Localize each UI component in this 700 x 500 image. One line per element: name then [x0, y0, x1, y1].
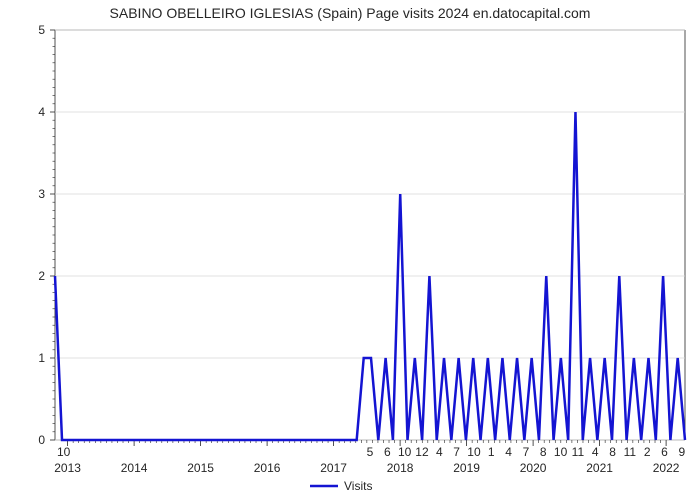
- legend-label: Visits: [344, 479, 372, 493]
- x-year-label: 2013: [54, 461, 81, 475]
- x-sub-label: 5: [367, 445, 374, 459]
- y-tick-label: 1: [38, 351, 45, 365]
- x-year-label: 2015: [187, 461, 214, 475]
- chart-container: SABINO OBELLEIRO IGLESIAS (Spain) Page v…: [0, 0, 700, 500]
- x-sub-label: 4: [592, 445, 599, 459]
- x-sub-label: 10: [554, 445, 568, 459]
- x-sub-label: 4: [505, 445, 512, 459]
- x-year-label: 2019: [453, 461, 480, 475]
- x-sub-label: 9: [679, 445, 686, 459]
- y-tick-label: 0: [38, 433, 45, 447]
- x-year-label: 2022: [653, 461, 680, 475]
- x-sub-label: 11: [572, 445, 585, 459]
- x-sub-label: 6: [661, 445, 668, 459]
- x-sub-label: 1: [488, 445, 495, 459]
- y-tick-label: 5: [38, 23, 45, 37]
- x-sub-label: 10: [467, 445, 481, 459]
- x-sub-label: 12: [415, 445, 429, 459]
- y-tick-label: 3: [38, 187, 45, 201]
- x-sub-label: 8: [540, 445, 547, 459]
- x-sub-label: 4: [436, 445, 443, 459]
- x-sub-label: 10: [57, 445, 71, 459]
- chart-title: SABINO OBELLEIRO IGLESIAS (Spain) Page v…: [110, 5, 591, 21]
- x-year-label: 2014: [121, 461, 148, 475]
- visits-line-chart: SABINO OBELLEIRO IGLESIAS (Spain) Page v…: [0, 0, 700, 500]
- x-sub-label: 7: [453, 445, 460, 459]
- y-tick-label: 4: [38, 105, 45, 119]
- x-sub-label: 6: [384, 445, 391, 459]
- y-tick-label: 2: [38, 269, 45, 283]
- x-sub-label: 10: [398, 445, 412, 459]
- x-year-label: 2018: [387, 461, 414, 475]
- x-year-label: 2016: [254, 461, 281, 475]
- x-sub-label: 7: [523, 445, 530, 459]
- x-year-label: 2017: [320, 461, 347, 475]
- x-year-label: 2020: [520, 461, 547, 475]
- x-sub-label: 8: [609, 445, 616, 459]
- x-sub-label: 2: [644, 445, 651, 459]
- x-year-label: 2021: [586, 461, 613, 475]
- x-sub-label: 11: [624, 445, 637, 459]
